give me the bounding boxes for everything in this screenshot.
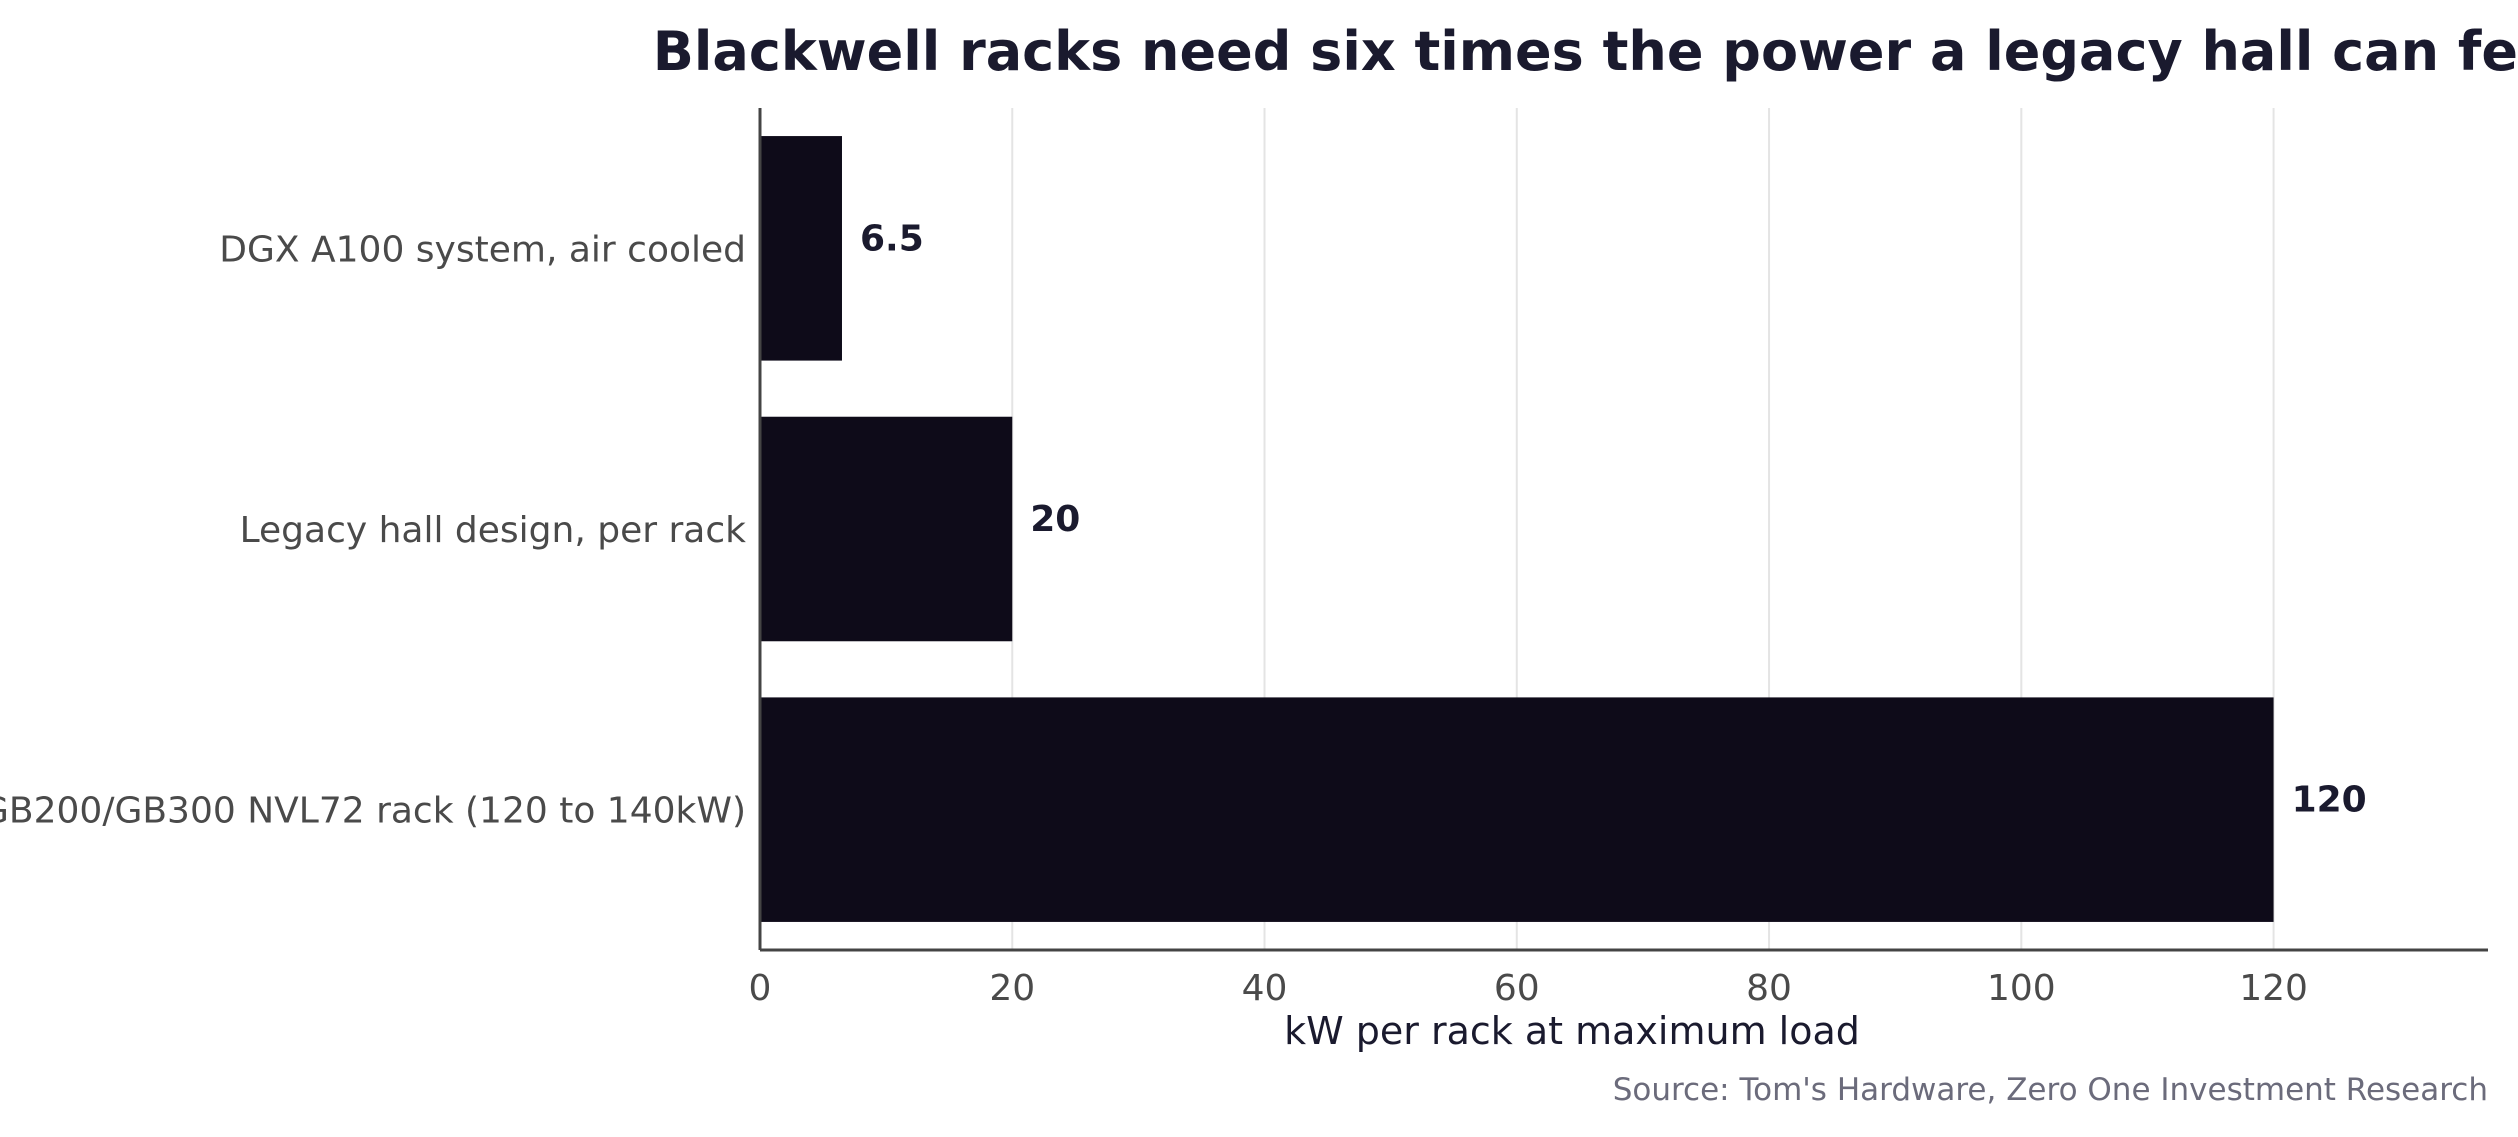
bar <box>760 136 842 361</box>
y-category-label: GB200/GB300 NVL72 rack (120 to 140kW) <box>0 791 746 832</box>
bar <box>760 416 1013 642</box>
source-note: Source: Tom's Hardware, Zero One Investm… <box>1613 1072 2488 1108</box>
axes <box>758 108 2488 952</box>
bar <box>760 697 2274 922</box>
bars <box>760 136 2274 922</box>
labels: Blackwell racks need six times the power… <box>0 20 2518 1108</box>
x-tick-label: 40 <box>1242 968 1288 1009</box>
y-category-label: DGX A100 system, air cooled <box>219 229 746 270</box>
x-axis-title: kW per rack at maximum load <box>1284 1009 1860 1053</box>
chart-title: Blackwell racks need six times the power… <box>653 20 2518 83</box>
x-tick-label: 120 <box>2239 968 2308 1009</box>
x-tick-label: 20 <box>989 968 1035 1009</box>
bar-value-label: 20 <box>1030 499 1080 540</box>
x-tick-label: 60 <box>1494 968 1540 1009</box>
y-category-label: Legacy hall design, per rack <box>240 510 747 551</box>
bar-value-label: 6.5 <box>860 218 924 259</box>
x-tick-label: 80 <box>1746 968 1792 1009</box>
x-tick-label: 0 <box>749 968 772 1009</box>
x-tick-label: 100 <box>1987 968 2056 1009</box>
bar-value-label: 120 <box>2292 780 2367 821</box>
